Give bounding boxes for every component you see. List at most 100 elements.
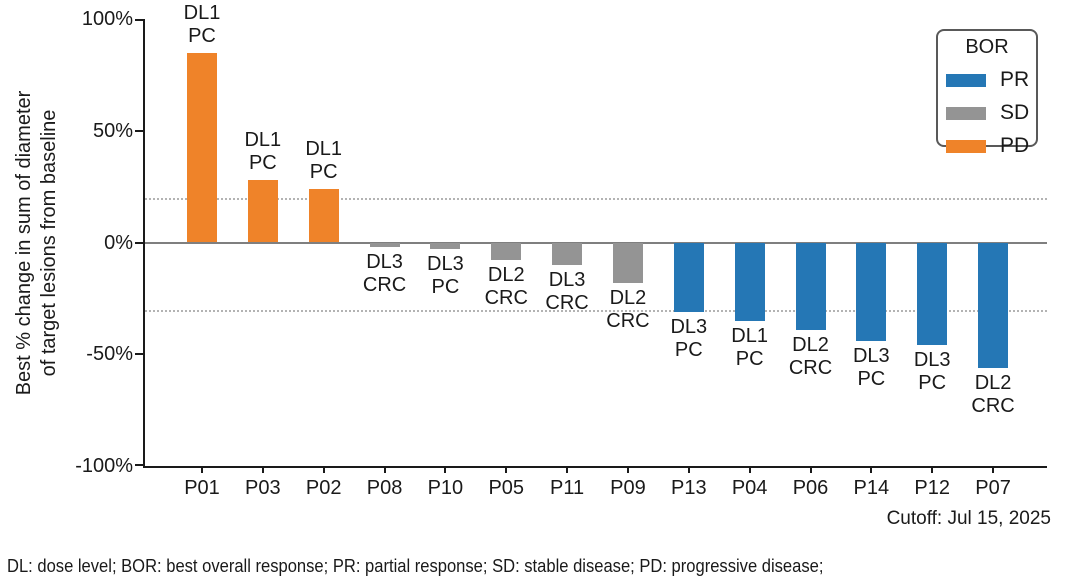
x-tick-P05 <box>505 466 508 473</box>
bar-P10 <box>430 242 461 250</box>
x-tick-P13 <box>687 466 690 473</box>
x-tick-label-P08: P08 <box>366 477 403 499</box>
x-tick-P14 <box>870 466 873 473</box>
y-tick-0 <box>135 241 143 244</box>
x-tick-P02 <box>322 466 325 473</box>
bar-P14 <box>856 242 887 341</box>
x-tick-P03 <box>261 466 264 473</box>
y-tick-label--100: -100% <box>75 455 133 477</box>
x-tick-label-P12: P12 <box>914 477 950 499</box>
bar-P04 <box>734 242 765 321</box>
x-tick-P09 <box>626 466 629 473</box>
y-tick--100 <box>135 464 143 466</box>
legend-entry-PD: PD <box>946 134 1036 158</box>
x-axis-line <box>143 466 1047 468</box>
bar-annotation-P12: DL3 PC <box>894 349 970 395</box>
y-tick-100 <box>135 19 143 21</box>
bar-P09 <box>612 242 643 283</box>
bar-P07 <box>978 242 1009 368</box>
dose-level-label: DL2 <box>974 371 1012 394</box>
bar-P06 <box>795 242 826 330</box>
dose-level-label: DL3 <box>852 344 890 367</box>
x-tick-P04 <box>748 466 751 473</box>
x-tick-label-P09: P09 <box>610 477 646 499</box>
tumor-type-label: PC <box>248 151 277 174</box>
zero-baseline <box>145 241 1047 244</box>
x-tick-label-P06: P06 <box>792 477 829 499</box>
bar-annotation-P14: DL3 PC <box>833 345 909 391</box>
bar-annotation-P09: DL2 CRC <box>590 287 666 333</box>
legend-swatch-PD <box>946 139 986 153</box>
tumor-type-label: PC <box>857 367 886 390</box>
bar-annotation-P08: DL3 CRC <box>347 251 423 297</box>
reference-line--30pct <box>145 309 1047 312</box>
tumor-type-label: CRC <box>545 291 589 314</box>
dose-level-label: DL2 <box>609 286 647 309</box>
y-tick-label-50: 50% <box>92 119 133 142</box>
dose-level-label: DL2 <box>487 264 525 287</box>
tumor-type-label: CRC <box>606 309 650 332</box>
x-tick-label-P13: P13 <box>671 477 707 499</box>
bar-annotation-P05: DL2 CRC <box>468 264 544 310</box>
x-tick-label-P07: P07 <box>975 477 1011 499</box>
tumor-type-label: CRC <box>484 287 528 310</box>
bar-annotation-P13: DL3 PC <box>651 316 727 362</box>
y-tick--50 <box>135 353 143 356</box>
tumor-type-label: PC <box>188 24 216 47</box>
dose-level-label: DL1 <box>305 137 343 160</box>
tumor-type-label: PC <box>918 372 947 395</box>
bar-annotation-P07: DL2 CRC <box>955 372 1031 418</box>
bar-annotation-P04: DL1 PC <box>712 325 788 371</box>
bar-P01 <box>187 52 217 243</box>
tumor-type-label: CRC <box>788 356 833 379</box>
x-tick-label-P10: P10 <box>427 477 464 499</box>
bar-P08 <box>369 242 400 247</box>
dose-level-label: DL3 <box>366 250 403 273</box>
legend-swatch-SD <box>946 106 986 120</box>
reference-line-20pct <box>145 197 1047 200</box>
y-tick-label-100: 100% <box>81 8 133 30</box>
plot-area: DL1 PC P01 DL1 PC P03 DL1 PC P02 DL3 CRC P08 DL3 PC P1… <box>135 2 1047 499</box>
dose-level-label: DL3 <box>670 315 708 338</box>
dose-level-label: DL1 <box>731 324 768 347</box>
y-tick-50 <box>135 129 143 132</box>
dose-level-label: DL3 <box>913 349 951 372</box>
x-tick-P12 <box>931 466 934 473</box>
tumor-type-label: PC <box>309 160 338 183</box>
legend-label-PD: PD <box>1000 134 1030 157</box>
x-tick-P08 <box>383 466 386 473</box>
tumor-type-label: CRC <box>971 394 1015 417</box>
y-tick-label--50: -50% <box>86 343 133 366</box>
bar-annotation-P01: DL1 PC <box>164 2 240 48</box>
x-tick-P06 <box>809 466 812 473</box>
bar-annotation-P11: DL3 CRC <box>529 269 605 315</box>
cutoff-date-label: Cutoff: Jul 15, 2025 <box>886 508 1051 529</box>
dose-level-label: DL3 <box>548 268 586 291</box>
bar-annotation-P10: DL3 PC <box>407 253 483 299</box>
x-tick-label-P01: P01 <box>184 477 220 499</box>
x-tick-label-P05: P05 <box>488 477 525 499</box>
x-tick-P10 <box>444 466 447 473</box>
legend-title: BOR <box>965 36 1009 58</box>
legend-label-SD: SD <box>1000 101 1030 124</box>
legend-entry-PR: PR <box>946 68 1036 92</box>
tumor-type-label: CRC <box>362 273 407 296</box>
x-tick-P11 <box>566 466 569 473</box>
legend-box: BOR PR SD PD <box>936 29 1038 157</box>
x-tick-label-P04: P04 <box>731 477 768 499</box>
bar-annotation-P03: DL1 PC <box>225 129 301 175</box>
bar-P13 <box>673 242 704 312</box>
x-tick-label-P14: P14 <box>853 477 890 499</box>
legend-entry-SD: SD <box>946 101 1036 125</box>
bar-P05 <box>491 242 522 261</box>
x-tick-label-P02: P02 <box>305 477 342 499</box>
tumor-type-label: PC <box>431 276 460 299</box>
bar-P12 <box>917 242 948 346</box>
y-axis-line <box>143 19 145 466</box>
dose-level-label: DL1 <box>183 1 221 24</box>
dose-level-label: DL1 <box>244 128 282 151</box>
tumor-type-label: PC <box>674 338 703 361</box>
y-tick-label-0: 0% <box>104 231 133 254</box>
bar-P02 <box>308 188 339 243</box>
legend-swatch-PR <box>946 73 986 87</box>
